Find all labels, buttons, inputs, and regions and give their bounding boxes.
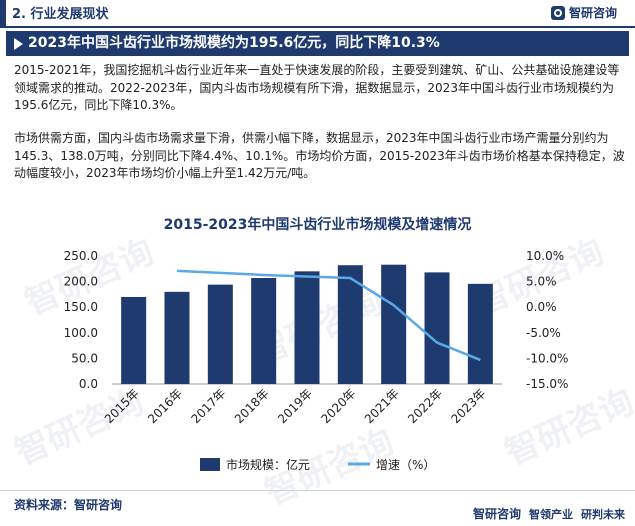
bar bbox=[251, 278, 277, 384]
x-tick-label: 2019年 bbox=[275, 386, 315, 426]
top-accent bbox=[0, 0, 6, 26]
bar bbox=[164, 291, 190, 384]
x-tick-label: 2017年 bbox=[188, 386, 228, 426]
combo-chart: 0.0 50.0 100.0 150.0 200.0 250.0 -15.0% -10.0% -… bbox=[64, 249, 569, 472]
y-left-tick-label: 0.0 bbox=[79, 377, 98, 391]
bar bbox=[381, 264, 407, 384]
paragraph-2: 市场供需方面，国内斗齿市场需求量下滑，供需小幅下降，数据显示，2023年中国斗齿… bbox=[14, 131, 625, 180]
y-right-tick-label: -15.0% bbox=[526, 377, 568, 391]
brand-name-bottom: 智研咨询 bbox=[472, 507, 521, 521]
y-right-tick-label: 0.0% bbox=[526, 300, 557, 314]
y-left-tick-label: 250.0 bbox=[64, 249, 98, 263]
bar bbox=[467, 283, 493, 384]
x-tick-label: 2021年 bbox=[362, 386, 402, 426]
y-right-tick-label: -10.0% bbox=[526, 351, 568, 365]
y-left-tick-label: 50.0 bbox=[71, 351, 98, 365]
x-tick-label: 2022年 bbox=[405, 386, 445, 426]
brand-name: 智研咨询 bbox=[568, 6, 617, 20]
brand-logo-icon bbox=[550, 5, 565, 20]
slogan-1: 智领产业 bbox=[529, 507, 573, 521]
slogan-2: 研判未来 bbox=[581, 507, 625, 521]
bar bbox=[337, 265, 363, 384]
headline: 2023年中国斗齿行业市场规模约为195.6亿元，同比下降10.3% bbox=[6, 31, 629, 56]
source-note: 资料来源：智研咨询 bbox=[14, 498, 123, 512]
brand-logo: 智研咨询 bbox=[550, 4, 617, 21]
x-tick-label: 2023年 bbox=[448, 386, 488, 426]
legend-swatch-bar bbox=[200, 458, 220, 471]
bar bbox=[121, 296, 147, 384]
y-right-tick-label: 10.0% bbox=[526, 249, 564, 263]
chart-title: 2015-2023年中国斗齿行业市场规模及增速情况 bbox=[163, 217, 472, 233]
bar bbox=[294, 271, 320, 384]
top-bar: 2. 行业发展现状 智研咨询 bbox=[0, 0, 635, 26]
paragraph-1: 2015-2021年，我国挖掘机斗齿行业近年来一直处于快速发展的阶段，主要受到建… bbox=[14, 63, 620, 112]
growth-line bbox=[176, 269, 481, 362]
y-right-tick-label: 5.0% bbox=[526, 275, 557, 289]
legend-label-line: 增速（%） bbox=[376, 458, 435, 472]
header-divider bbox=[0, 26, 635, 28]
x-tick-label: 2016年 bbox=[145, 386, 185, 426]
x-tick-label: 2018年 bbox=[232, 386, 272, 426]
brand-slogan: 智研咨询 智领产业 研判未来 bbox=[473, 505, 625, 522]
section-title: 2. 行业发展现状 bbox=[12, 7, 109, 22]
x-tick-label: 2015年 bbox=[102, 386, 142, 426]
legend-label-bar: 市场规模：亿元 bbox=[226, 457, 310, 472]
bar bbox=[207, 284, 233, 384]
y-right-tick-label: -5.0% bbox=[526, 326, 561, 340]
bar bbox=[424, 272, 450, 384]
x-tick-label: 2020年 bbox=[318, 386, 358, 426]
footer-divider bbox=[0, 490, 635, 491]
y-left-tick-label: 100.0 bbox=[64, 326, 98, 340]
y-left-tick-label: 200.0 bbox=[64, 275, 98, 289]
y-left-tick-label: 150.0 bbox=[64, 300, 98, 314]
